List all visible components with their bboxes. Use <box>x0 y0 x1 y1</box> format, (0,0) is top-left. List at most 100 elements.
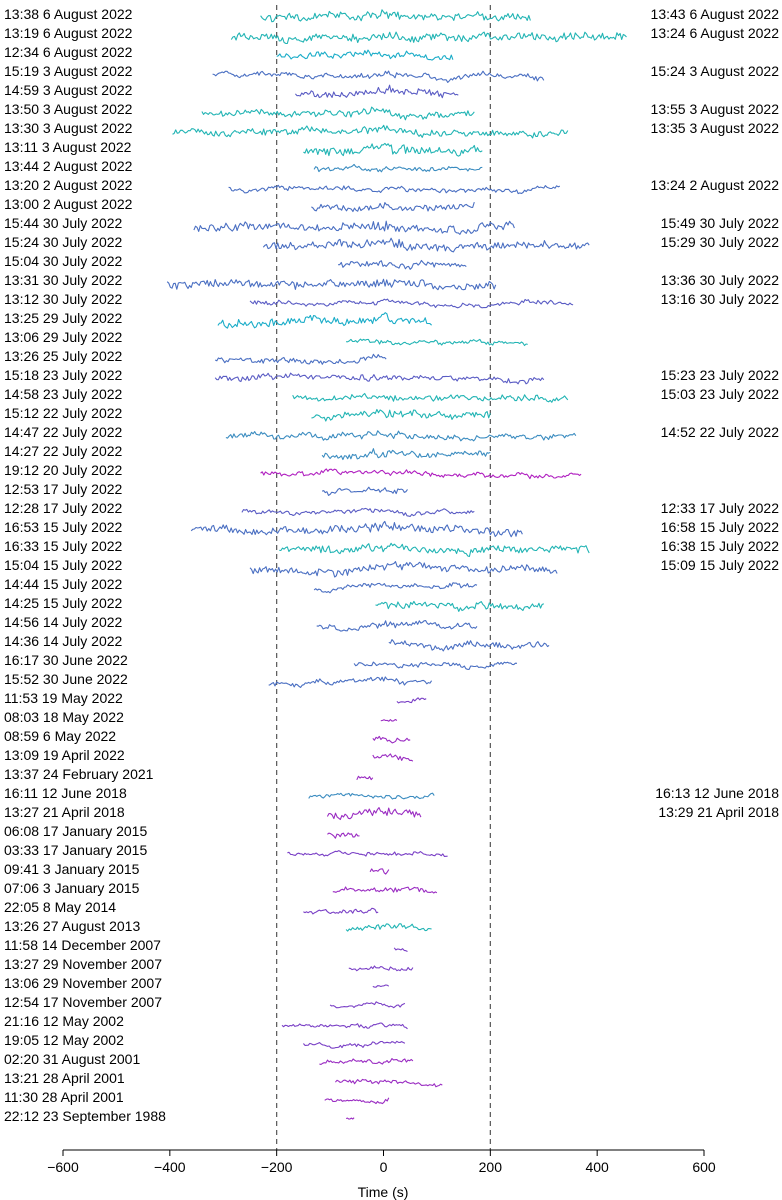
trace-35 <box>268 676 433 688</box>
left-label-1: 13:19 6 August 2022 <box>4 25 133 41</box>
left-label-53: 21:16 12 May 2002 <box>4 1013 124 1029</box>
trace-33 <box>388 639 550 652</box>
left-label-55: 02:20 31 August 2001 <box>4 1051 140 1067</box>
left-label-18: 13:26 25 July 2022 <box>4 348 123 364</box>
left-label-3: 15:19 3 August 2022 <box>4 63 133 79</box>
left-label-27: 16:53 15 July 2022 <box>4 519 123 535</box>
trace-40 <box>356 775 374 781</box>
trace-38 <box>372 735 411 744</box>
right-label-12: 15:29 30 July 2022 <box>661 234 780 250</box>
trace-12 <box>262 237 590 253</box>
trace-23 <box>321 448 491 461</box>
right-label-5: 13:55 3 August 2022 <box>651 101 780 117</box>
trace-48 <box>345 923 432 932</box>
trace-15 <box>249 298 574 309</box>
trace-36 <box>396 697 427 704</box>
left-label-26: 12:28 17 July 2022 <box>4 500 123 516</box>
left-label-32: 14:56 14 July 2022 <box>4 614 123 630</box>
trace-6 <box>172 124 569 139</box>
left-label-52: 12:54 17 November 2007 <box>4 994 162 1010</box>
trace-50 <box>348 965 414 972</box>
trace-56 <box>334 1078 443 1088</box>
left-label-21: 15:12 22 July 2022 <box>4 405 123 421</box>
trace-41 <box>308 792 435 800</box>
left-label-48: 13:26 27 August 2013 <box>4 918 140 934</box>
left-label-12: 15:24 30 July 2022 <box>4 234 123 250</box>
right-label-42: 13:29 21 April 2018 <box>658 804 779 820</box>
trace-45 <box>369 868 390 875</box>
left-label-16: 13:25 29 July 2022 <box>4 310 123 326</box>
trace-24 <box>260 468 582 480</box>
trace-8 <box>313 163 483 173</box>
right-label-41: 16:13 12 June 2018 <box>655 785 779 801</box>
left-label-4: 14:59 3 August 2022 <box>4 82 133 98</box>
trace-34 <box>353 661 518 670</box>
right-label-3: 15:24 3 August 2022 <box>651 63 780 79</box>
left-label-36: 11:53 19 May 2022 <box>4 690 123 706</box>
left-label-15: 13:12 30 July 2022 <box>4 291 123 307</box>
right-label-29: 15:09 15 July 2022 <box>661 557 780 573</box>
left-label-51: 13:06 29 November 2007 <box>4 975 162 991</box>
trace-39 <box>372 753 414 762</box>
left-label-54: 19:05 12 May 2002 <box>4 1032 124 1048</box>
left-label-24: 19:12 20 July 2022 <box>4 462 123 478</box>
trace-43 <box>327 832 360 839</box>
right-label-28: 16:38 15 July 2022 <box>661 538 780 554</box>
trace-51 <box>372 984 390 988</box>
right-label-26: 12:33 17 July 2022 <box>661 500 780 516</box>
left-label-2: 12:34 6 August 2022 <box>4 44 133 60</box>
left-label-58: 22:12 23 September 1988 <box>4 1108 166 1124</box>
left-label-49: 11:58 14 December 2007 <box>4 937 161 953</box>
trace-11 <box>193 220 515 235</box>
x-axis: −600 −400 −200 0 200 400 600 <box>47 1149 716 1175</box>
trace-14 <box>166 278 497 291</box>
left-labels: 13:38 6 August 2022 13:19 6 August 2022 12… <box>4 6 166 1124</box>
reference-lines <box>276 5 491 1150</box>
left-label-7: 13:11 3 August 2022 <box>4 139 132 155</box>
right-label-9: 13:24 2 August 2022 <box>651 177 780 193</box>
left-label-40: 13:37 24 February 2021 <box>4 766 154 782</box>
x-tick-label-6: 600 <box>692 1159 716 1175</box>
trace-27 <box>190 520 523 538</box>
left-label-31: 14:25 15 July 2022 <box>4 595 123 611</box>
left-label-50: 13:27 29 November 2007 <box>4 956 162 972</box>
trace-19 <box>214 372 545 385</box>
left-label-42: 13:27 21 April 2018 <box>4 804 125 820</box>
x-tick-label-1: −400 <box>154 1159 186 1175</box>
trace-26 <box>241 507 475 517</box>
trace-1 <box>230 31 627 45</box>
x-tick-label-5: 400 <box>585 1159 609 1175</box>
left-label-0: 13:38 6 August 2022 <box>4 6 133 22</box>
x-tick-label-0: −600 <box>47 1159 79 1175</box>
trace-3 <box>212 70 545 83</box>
trace-53 <box>281 1022 408 1030</box>
trace-46 <box>332 886 438 894</box>
left-label-10: 13:00 2 August 2022 <box>4 196 133 212</box>
right-label-6: 13:35 3 August 2022 <box>651 120 780 136</box>
left-label-38: 08:59 6 May 2022 <box>4 728 116 744</box>
trace-2 <box>276 49 454 61</box>
left-label-56: 13:21 28 April 2001 <box>4 1070 125 1086</box>
trace-52 <box>329 1001 406 1009</box>
right-label-0: 13:43 6 August 2022 <box>651 6 780 22</box>
trace-10 <box>311 201 475 213</box>
left-label-5: 13:50 3 August 2022 <box>4 101 133 117</box>
left-label-37: 08:03 18 May 2022 <box>4 709 124 725</box>
trace-47 <box>303 907 379 915</box>
trace-9 <box>228 184 560 195</box>
trace-37 <box>380 718 398 722</box>
trace-42 <box>326 807 422 821</box>
x-tick-label-3: 0 <box>380 1159 388 1175</box>
left-label-34: 16:17 30 June 2022 <box>4 652 128 668</box>
trace-49 <box>393 947 408 952</box>
trace-20 <box>292 392 569 403</box>
right-labels: 13:43 6 August 2022 13:24 6 August 2022 15… <box>651 6 780 820</box>
left-label-35: 15:52 30 June 2022 <box>4 671 128 687</box>
left-label-13: 15:04 30 July 2022 <box>4 253 123 269</box>
trace-13 <box>338 259 467 270</box>
left-label-20: 14:58 23 July 2022 <box>4 386 123 402</box>
trace-7 <box>303 142 483 157</box>
left-label-45: 09:41 3 January 2015 <box>4 861 140 877</box>
left-label-28: 16:33 15 July 2022 <box>4 538 123 554</box>
